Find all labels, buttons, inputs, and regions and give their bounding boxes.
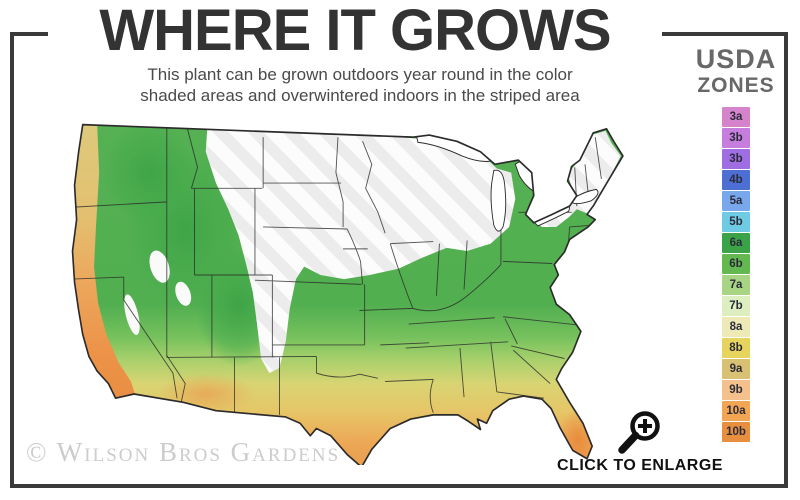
zone-swatch-5b: 5b bbox=[722, 212, 750, 232]
zone-swatch-9b: 9b bbox=[722, 380, 750, 400]
zone-swatch-5a: 5a bbox=[722, 191, 750, 211]
us-map-outline bbox=[71, 123, 624, 465]
legend-title-zones: ZONES bbox=[697, 74, 775, 97]
zone-swatch-7a: 7a bbox=[722, 275, 750, 295]
us-map-svg bbox=[71, 123, 624, 465]
subtitle-line-1: This plant can be grown outdoors year ro… bbox=[147, 65, 573, 84]
us-growing-zone-map[interactable] bbox=[52, 110, 667, 465]
subtitle: This plant can be grown outdoors year ro… bbox=[60, 64, 660, 106]
zone-swatch-9a: 9a bbox=[722, 359, 750, 379]
zone-swatch-3b: 3b bbox=[722, 128, 750, 148]
state-borders bbox=[72, 124, 602, 416]
watermark: © Wilson Bros Gardens bbox=[26, 437, 341, 467]
magnifier-icon[interactable] bbox=[614, 410, 666, 456]
zone-swatch-3a: 3a bbox=[722, 107, 750, 127]
header: WHERE IT GROWS bbox=[48, 0, 662, 64]
long-island bbox=[569, 241, 590, 252]
usda-zone-list: 3a 3b 3b 4b 5a 5b 6a 6b 7a 7b 8a 8b 9a 9b 10a 10b bbox=[688, 107, 784, 442]
zone-swatch-6b: 6b bbox=[722, 254, 750, 274]
usda-zones-legend: USDA ZONES 3a 3b 3b 4b 5a 5b 6a 6b 7a 7b 8a 8b 9a 9b 1… bbox=[688, 44, 784, 443]
zone-swatch-8b: 8b bbox=[722, 338, 750, 358]
lake-michigan bbox=[490, 169, 507, 232]
pacific-coast-warm-band bbox=[72, 124, 136, 399]
legend-title-usda: USDA bbox=[695, 44, 777, 74]
lake-ontario bbox=[572, 188, 599, 205]
zone-swatch-7b: 7b bbox=[722, 296, 750, 316]
zone-swatch-3b: 3b bbox=[722, 149, 750, 169]
enlarge-label[interactable]: CLICK TO ENLARGE bbox=[557, 457, 723, 474]
zone-swatch-10a: 10a bbox=[722, 401, 750, 421]
zone-swatch-6a: 6a bbox=[722, 233, 750, 253]
zone-swatch-10b: 10b bbox=[722, 422, 750, 442]
zone-swatch-4b: 4b bbox=[722, 170, 750, 190]
subtitle-line-2: shaded areas and overwintered indoors in… bbox=[140, 86, 580, 105]
click-to-enlarge[interactable]: CLICK TO ENLARGE bbox=[545, 410, 735, 475]
zone-swatch-8a: 8a bbox=[722, 317, 750, 337]
page-title: WHERE IT GROWS bbox=[99, 0, 611, 63]
